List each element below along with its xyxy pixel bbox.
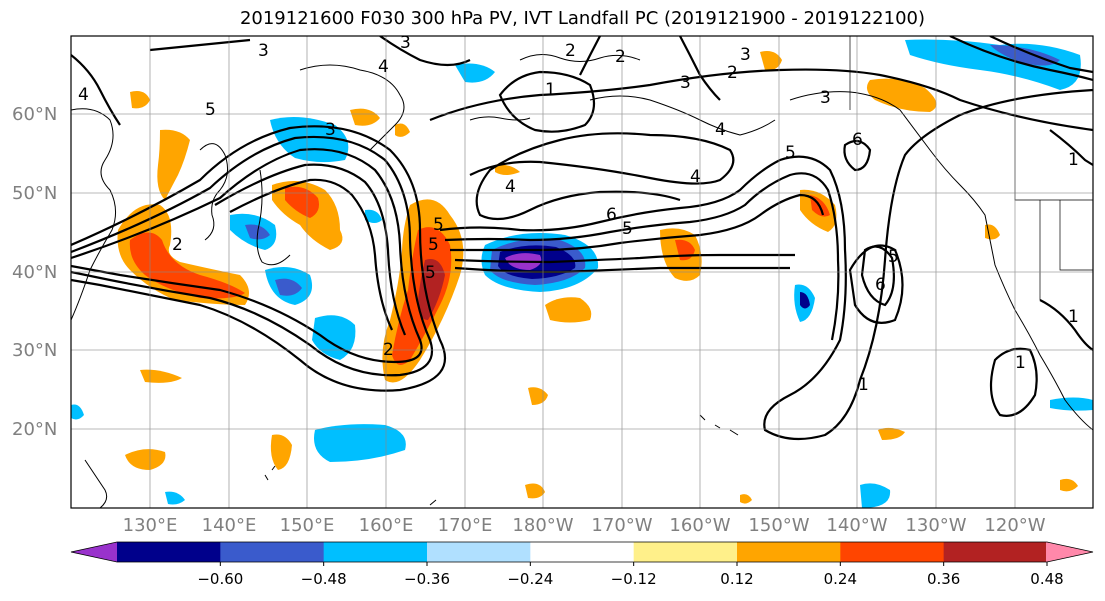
colorbar-tick-label: −0.36 — [404, 570, 450, 588]
contour-label: 4 — [690, 167, 701, 187]
ivt-contours — [71, 36, 1093, 441]
colorbar-tick-label: 0.12 — [720, 570, 753, 588]
contour-label: 3 — [680, 73, 691, 93]
lat-label: 40°N — [12, 262, 57, 283]
colorbar-segment — [427, 542, 531, 562]
contour-label: 5 — [433, 215, 444, 235]
lat-label: 50°N — [12, 183, 57, 204]
map-title: 2019121600 F030 300 hPa PV, IVT Landfall… — [239, 8, 926, 29]
colorbar-tick-label: −0.12 — [611, 570, 657, 588]
contour-label: 3 — [325, 120, 336, 140]
contour-label: 3 — [400, 33, 411, 53]
map-panel: 3 3 2 3 4 4 4 1 3 2 5 5 5 2 2 4 6 5 5 4 — [70, 33, 1094, 509]
contour-label: 2 — [565, 41, 576, 61]
lon-label: 130°E — [123, 515, 178, 536]
colorbar-segment — [737, 542, 841, 562]
contour-label: 5 — [888, 247, 899, 267]
contour-label: 3 — [740, 45, 751, 65]
lon-label: 140°W — [826, 515, 887, 536]
lat-label: 30°N — [12, 340, 57, 361]
contour-label: 2 — [727, 63, 738, 83]
gridlines — [71, 36, 1093, 508]
lon-label: 150°E — [280, 515, 335, 536]
colorbar-segment — [530, 542, 635, 562]
contour-label: 5 — [205, 100, 216, 120]
colorbar-tick-label: 0.48 — [1030, 570, 1063, 588]
lon-label: 150°W — [748, 515, 809, 536]
contour-label: 4 — [715, 120, 726, 140]
latitude-labels: 60°N 50°N 40°N 30°N 20°N — [12, 104, 57, 440]
contour-label: 5 — [425, 263, 436, 283]
colorbar-segment — [323, 542, 428, 562]
lon-label: 120°W — [984, 515, 1045, 536]
colorbar-tick-label: 0.24 — [824, 570, 857, 588]
colorbar-tick-label: −0.60 — [197, 570, 243, 588]
contour-label: 5 — [428, 235, 439, 255]
lon-label: 170°W — [591, 515, 652, 536]
colorbar-segment — [840, 542, 945, 562]
colorbar-tick-label: 0.36 — [927, 570, 960, 588]
contour-label: 4 — [505, 177, 516, 197]
contour-label: 4 — [378, 57, 389, 77]
contour-labels: 3 3 2 3 4 4 4 1 3 2 5 5 5 2 2 4 6 5 5 4 — [78, 33, 1079, 395]
colorbar-tick-label: −0.48 — [301, 570, 347, 588]
lon-label: 140°E — [202, 515, 257, 536]
contour-label: 6 — [852, 130, 863, 150]
lon-label: 160°E — [359, 515, 414, 536]
colorbar-segment — [117, 542, 221, 562]
colorbar-extend-high — [1046, 542, 1093, 562]
colorbar-segment — [943, 542, 1048, 562]
lon-label: 130°W — [905, 515, 966, 536]
colorbar: −0.60 −0.48 −0.36 −0.24 −0.12 0.12 0.24 0.36 0.4… — [70, 541, 1094, 588]
contour-label: 1 — [1015, 353, 1026, 373]
contour-label: 1 — [1068, 307, 1079, 327]
contour-label: 5 — [785, 143, 796, 163]
contour-label: 3 — [820, 88, 831, 108]
contour-label: 1 — [1068, 150, 1079, 170]
contour-label: 6 — [606, 205, 617, 225]
longitude-labels: 130°E 140°E 150°E 160°E 170°E 180°W 170°… — [123, 515, 1046, 536]
colorbar-segment — [220, 542, 325, 562]
lon-label: 180°W — [512, 515, 573, 536]
colorbar-segment — [633, 542, 738, 562]
contour-label: 5 — [622, 219, 633, 239]
lat-label: 20°N — [12, 419, 57, 440]
contour-label: 4 — [78, 85, 89, 105]
contour-label: 1 — [545, 80, 556, 100]
contour-label: 6 — [875, 275, 886, 295]
lat-label: 60°N — [12, 104, 57, 125]
colorbar-tick-label: −0.24 — [507, 570, 553, 588]
colorbar-outline — [70, 541, 1094, 563]
colorbar-extend-low — [71, 542, 118, 562]
contour-label: 2 — [383, 340, 394, 360]
lon-label: 160°W — [669, 515, 730, 536]
contour-label: 2 — [172, 235, 183, 255]
contour-label: 2 — [615, 47, 626, 67]
contour-label: 1 — [858, 375, 869, 395]
contour-label: 3 — [258, 41, 269, 61]
lon-label: 170°E — [438, 515, 493, 536]
